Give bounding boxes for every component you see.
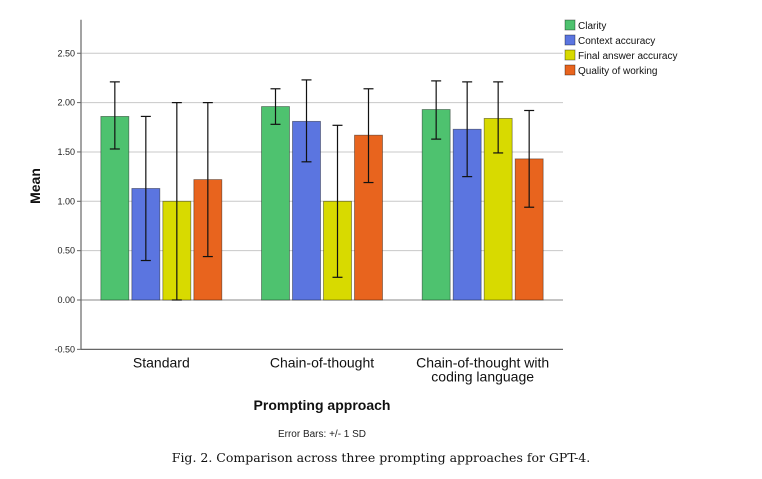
legend-label: Clarity	[578, 21, 606, 32]
x-category-label-line: Standard	[133, 354, 190, 370]
x-category-label: Chain-of-thought	[270, 354, 374, 370]
bar-chart: -0.50 0.00 0.50 1.00 1.50 2.00 2.50 Standard Ch…	[27, 19, 677, 440]
bar	[261, 106, 290, 301]
x-category-label-line: Chain-of-thought with	[416, 354, 549, 370]
bars	[100, 106, 544, 301]
gridlines	[77, 52, 563, 350]
x-category-label-line: coding language	[431, 368, 534, 384]
legend-label: Context accuracy	[578, 36, 655, 47]
error-bars	[109, 79, 535, 301]
bar	[483, 117, 513, 301]
x-category-labels: Standard Chain-of-thought Chain-of-thought…	[133, 354, 549, 384]
y-tick-label: 2.00	[57, 98, 75, 108]
y-tick-label: 0.50	[57, 246, 75, 256]
y-tick-label: 1.00	[57, 196, 75, 206]
y-tick-labels: -0.50 0.00 0.50 1.00 1.50 2.00 2.50	[54, 48, 75, 354]
axes	[80, 19, 563, 350]
legend-label: Quality of working	[578, 66, 657, 77]
x-category-label: Chain-of-thought with coding language	[416, 354, 549, 384]
y-axis-title: Mean	[27, 168, 43, 204]
legend: Clarity Context accuracy Final answer accu…	[564, 19, 677, 77]
legend-swatch	[564, 34, 576, 46]
bar	[421, 109, 451, 301]
y-tick-label: 0.00	[57, 295, 75, 305]
y-tick-label: 1.50	[57, 147, 75, 157]
x-category-label: Standard	[133, 354, 190, 370]
legend-swatch	[564, 49, 576, 61]
y-tick-label: 2.50	[57, 48, 75, 58]
legend-label: Final answer accuracy	[578, 51, 677, 62]
x-category-label-line: Chain-of-thought	[270, 354, 374, 370]
legend-swatch	[564, 64, 576, 76]
x-axis-title: Prompting approach	[254, 397, 391, 413]
y-tick-label: -0.50	[54, 344, 75, 354]
bar	[100, 116, 130, 301]
error-bars-note: Error Bars: +/- 1 SD	[278, 429, 366, 440]
legend-swatch	[564, 19, 576, 31]
figure-caption: Fig. 2. Comparison across three promptin…	[171, 450, 591, 465]
